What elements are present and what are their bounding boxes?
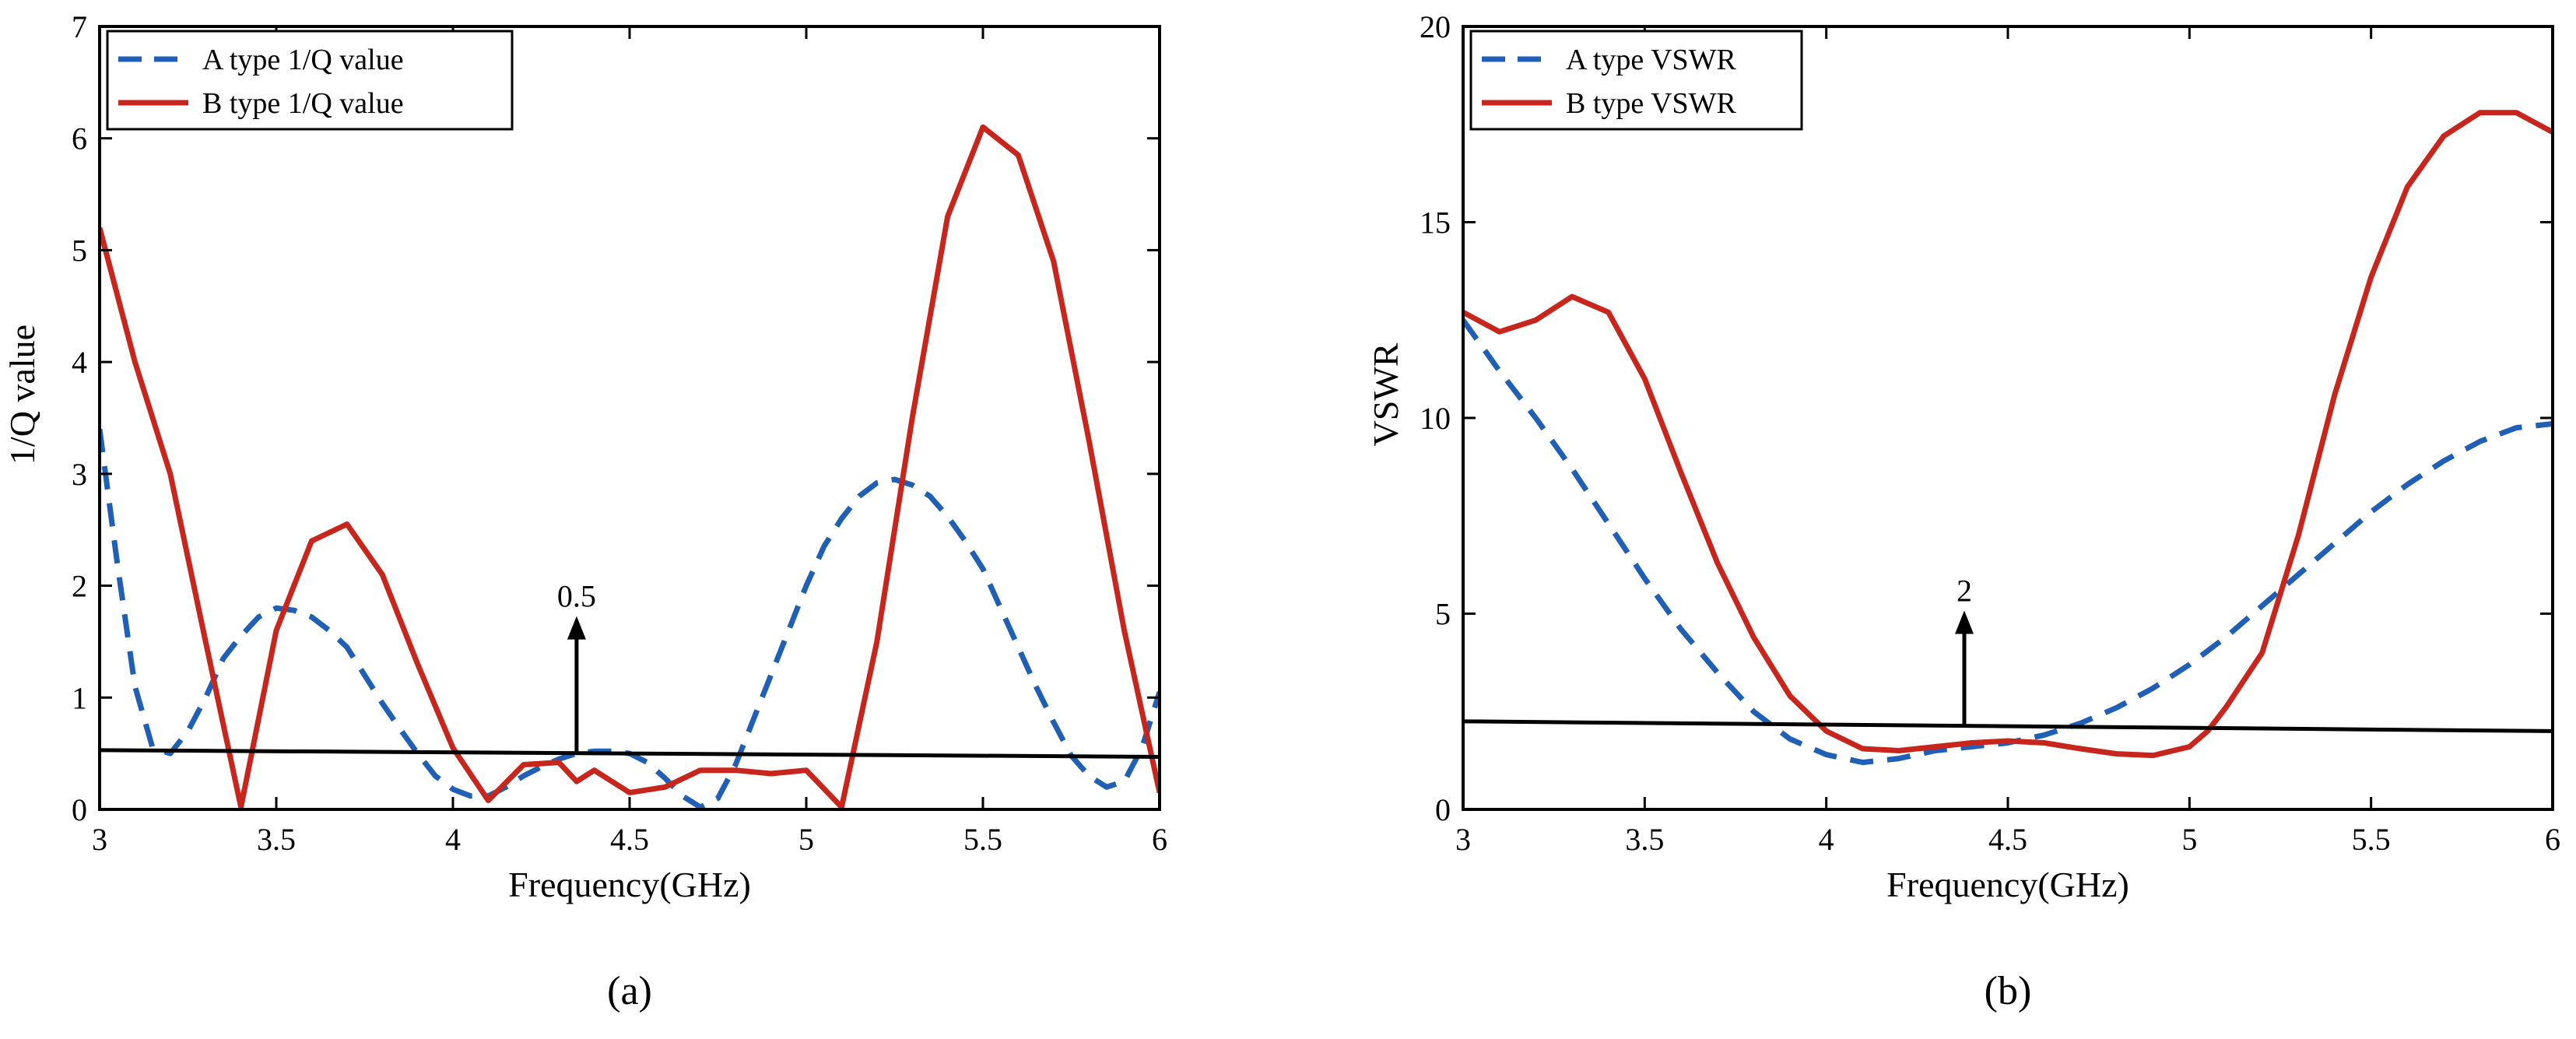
x-tick-label: 5 [798,822,814,857]
y-tick-label: 7 [72,9,87,44]
x-tick-label: 5 [2181,822,2197,857]
x-tick-label: 4 [445,822,461,857]
annotation-label: 2 [1957,574,1972,609]
legend-box [1469,30,1803,131]
y-tick-label: 20 [1420,9,1451,44]
y-tick-label: 0 [72,792,87,827]
y-tick-label: 6 [72,121,87,156]
legend-label: A type 1/Q value [202,44,404,76]
chart-vswr: 2 3 3.5 4 4.5 5 5.5 6 0 5 10 15 20 Frequency(GHz) VSWR… [1366,9,2560,1013]
y-tick-label: 2 [72,569,87,604]
threshold-line [100,748,1160,759]
legend-label: B type 1/Q value [202,87,404,120]
y-tick-label: 15 [1420,205,1451,240]
chart-1q-value: 0.5 3 3.5 4 4.5 5 5.5 6 0 1 2 3 4 5 6 7 Frequency(GHz) 1/… [2,9,1167,1013]
y-tick-label: 5 [72,233,87,268]
x-tick-label: 4.5 [610,822,649,857]
x-tick-label: 4.5 [1988,822,2027,857]
plot-area [100,26,1160,809]
x-tick-label: 5.5 [2352,822,2391,857]
plot-area [1463,26,2553,809]
legend-label: A type VSWR [1566,44,1737,76]
threshold-line [1463,719,2553,733]
annotation-arrowhead [567,616,586,640]
y-tick-label: 5 [1435,597,1451,632]
y-tick-label: 3 [72,457,87,492]
y-tick-label: 1 [72,680,87,715]
y-tick-label: 10 [1420,401,1451,436]
x-tick-label: 3.5 [257,822,296,857]
annotation-label: 0.5 [557,579,596,614]
y-axis-title: 1/Q value [2,325,42,465]
plot-series [1463,110,2553,766]
x-axis-title: Frequency(GHz) [508,865,751,904]
figure-caption: (b) [1985,969,2032,1013]
annotation-arrowhead [1955,610,1974,634]
legend-box [106,30,514,131]
x-tick-label: 3 [92,822,107,857]
y-axis-title: VSWR [1366,342,1406,446]
x-tick-label: 5.5 [963,822,1002,857]
series-line-b-type [100,124,1160,809]
x-tick-label: 6 [1152,822,1167,857]
x-axis-title: Frequency(GHz) [1886,865,2129,904]
x-tick-label: 6 [2545,822,2560,857]
y-tick-label: 4 [72,345,87,380]
figure-caption: (a) [607,969,652,1013]
legend: A type 1/Q value B type 1/Q value [106,30,514,131]
x-tick-label: 3.5 [1625,822,1664,857]
legend: A type VSWR B type VSWR [1469,30,1803,131]
legend-label: B type VSWR [1566,87,1737,120]
y-tick-label: 0 [1435,792,1451,827]
plot-series [100,124,1160,809]
x-tick-label: 4 [1819,822,1834,857]
series-line-b-type [1463,110,2553,759]
x-tick-label: 3 [1455,822,1471,857]
